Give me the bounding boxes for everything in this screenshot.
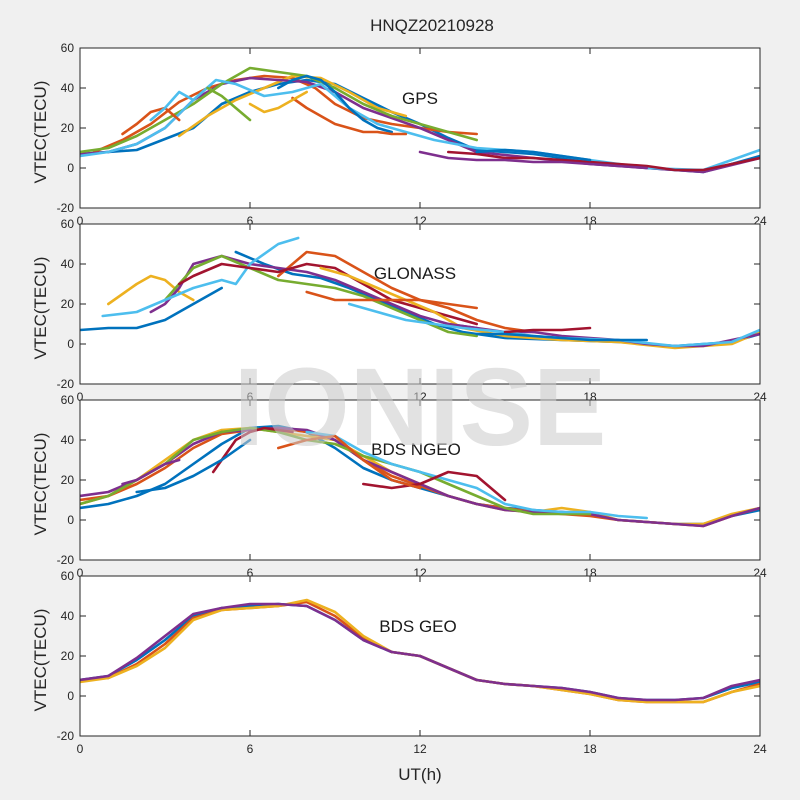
y-axis-label: VTEC(TECU) <box>31 609 50 712</box>
x-tick-label: 24 <box>753 742 767 756</box>
series-line-3 <box>177 74 408 138</box>
x-tick-label: 6 <box>247 214 254 228</box>
x-tick-label: 0 <box>77 390 84 404</box>
y-tick-label: 40 <box>61 609 75 623</box>
series-line-9 <box>277 74 393 134</box>
y-axis-label: VTEC(TECU) <box>31 81 50 184</box>
x-tick-label: 12 <box>413 742 427 756</box>
panel-label: GLONASS <box>374 264 456 283</box>
y-tick-label: 20 <box>61 121 75 135</box>
series-line-11 <box>121 458 181 486</box>
y-axis-label: VTEC(TECU) <box>31 257 50 360</box>
y-axis-label: VTEC(TECU) <box>31 433 50 536</box>
series-group <box>80 236 760 350</box>
x-tick-label: 0 <box>77 742 84 756</box>
x-tick-label: 6 <box>247 390 254 404</box>
panel-label: GPS <box>402 89 438 108</box>
watermark: IONISE <box>234 346 607 469</box>
series-group <box>80 66 760 174</box>
series-line-13 <box>418 150 648 170</box>
y-tick-label: 0 <box>67 513 74 527</box>
series-line-8 <box>362 470 507 502</box>
x-tick-label: 6 <box>247 742 254 756</box>
y-tick-label: 20 <box>61 649 75 663</box>
y-tick-label: 60 <box>61 41 75 55</box>
series-group <box>80 424 760 528</box>
y-tick-label: 60 <box>61 393 75 407</box>
y-tick-label: -20 <box>57 377 75 391</box>
series-line-2 <box>92 74 478 154</box>
series-line-8 <box>80 286 223 332</box>
series-line-12 <box>206 86 252 122</box>
series-line-14 <box>475 332 648 342</box>
x-axis-label: UT(h) <box>398 765 441 784</box>
figure-title: HNQZ20210928 <box>370 16 494 35</box>
x-tick-label: 18 <box>583 742 597 756</box>
series-line-9 <box>319 266 760 350</box>
series-line-15 <box>475 148 592 162</box>
series-line-14 <box>248 90 308 114</box>
series-line-6 <box>305 430 648 520</box>
series-line-9 <box>277 434 422 490</box>
x-tick-label: 0 <box>77 566 84 580</box>
series-line-4 <box>80 602 760 702</box>
series-line-5 <box>80 66 478 154</box>
y-tick-label: 40 <box>61 257 75 271</box>
y-tick-label: 40 <box>61 81 75 95</box>
y-tick-label: 40 <box>61 433 75 447</box>
series-line-10 <box>305 290 478 310</box>
y-tick-label: 60 <box>61 217 75 231</box>
series-line-8 <box>121 106 181 136</box>
series-line-6 <box>101 236 300 318</box>
x-tick-label: 6 <box>247 566 254 580</box>
plot-area <box>80 400 760 560</box>
y-tick-label: -20 <box>57 729 75 743</box>
series-line-11 <box>149 90 195 122</box>
series-line-7 <box>447 150 760 172</box>
y-tick-label: 0 <box>67 689 74 703</box>
y-tick-label: 0 <box>67 161 74 175</box>
y-tick-label: -20 <box>57 553 75 567</box>
x-tick-label: 0 <box>77 214 84 228</box>
series-line-2 <box>277 250 535 334</box>
series-group <box>80 598 760 704</box>
y-tick-label: 0 <box>67 337 74 351</box>
y-tick-label: 60 <box>61 569 75 583</box>
series-line-10 <box>291 96 408 136</box>
panel-label: BDS GEO <box>379 617 456 636</box>
series-line-10 <box>135 438 252 494</box>
y-tick-label: 20 <box>61 473 75 487</box>
y-tick-label: -20 <box>57 201 75 215</box>
series-line-13 <box>503 326 592 334</box>
panel-label: BDS NGEO <box>371 440 461 459</box>
y-tick-label: 20 <box>61 297 75 311</box>
